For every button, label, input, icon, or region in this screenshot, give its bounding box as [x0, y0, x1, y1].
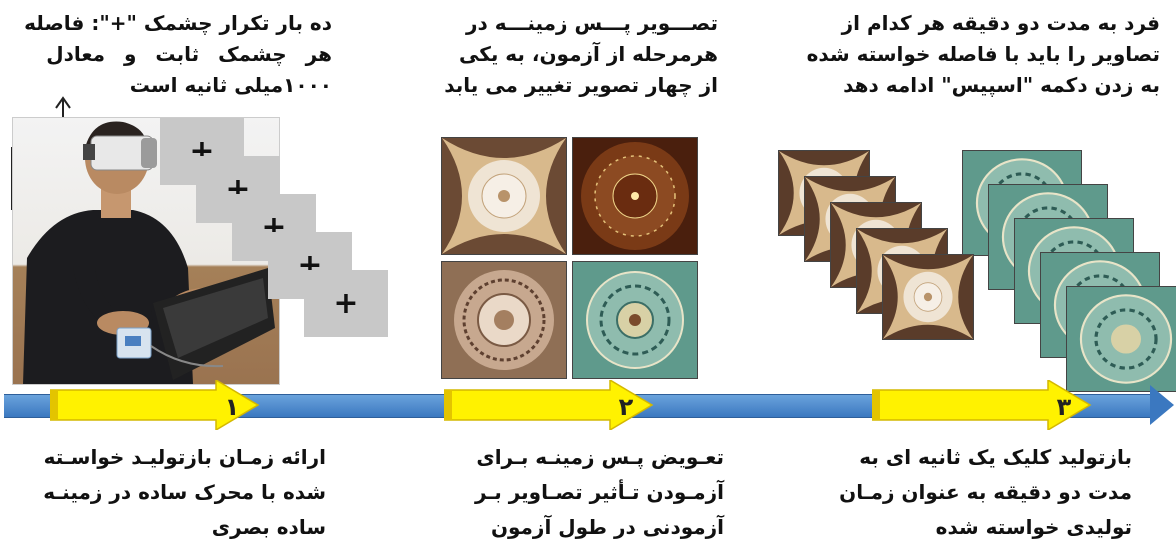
background-image-dome-brown: [572, 137, 698, 255]
text-line: هرمرحله از آزمون، به یکی: [458, 42, 718, 66]
text-line: تصاویر را باید با فاصله خواسته شده: [806, 42, 1160, 66]
text-line: بازتولید کلیک یک ثانیه ای به: [859, 445, 1132, 469]
plus-symbol: +: [333, 286, 359, 321]
text-line: ارائه زمـان بازتولیـد خواسـته: [43, 445, 326, 469]
timeline-arrowhead-icon: [1150, 385, 1174, 425]
text-line: تصـــویر پـــس زمینـــه در: [465, 11, 718, 35]
stimulus-card: +: [304, 270, 388, 337]
text-line: تولیدی خواسته شده: [935, 515, 1132, 539]
text-line: مدت دو دقیقه به عنوان زمـان: [839, 480, 1132, 504]
text-line: از چهار تصویر تغییر می یابد: [444, 73, 718, 97]
top-text-right: فرد به مدت دو دقیقه هر کدام از تصاویر را…: [776, 8, 1160, 101]
stage-1-number: ۱: [224, 393, 240, 421]
stage-3-number: ۳: [1056, 393, 1072, 421]
text-line: تعـویض پـس زمینـه بـرای: [476, 445, 724, 469]
background-image-dome-ornate: [441, 261, 567, 379]
bottom-text-right: بازتولید کلیک یک ثانیه ای به مدت دو دقیق…: [806, 440, 1132, 545]
teal-dome-image: [1066, 286, 1176, 392]
stage-1-arrow-icon: [50, 380, 260, 430]
top-text-middle: تصـــویر پـــس زمینـــه در هرمرحله از آز…: [426, 8, 718, 101]
background-image-dome-teal: [572, 261, 698, 379]
text-line: ساده بصری: [211, 515, 326, 539]
stage-2-arrow-icon: [444, 380, 654, 430]
text-line: فرد به مدت دو دقیقه هر کدام از: [841, 11, 1160, 35]
warm-dome-image: [882, 254, 974, 340]
background-image-dome-warm: [441, 137, 567, 255]
text-line: به زدن دکمه "اسپیس" ادامه دهد: [843, 73, 1160, 97]
text-line: ۱۰۰۰میلی ثانیه است: [129, 73, 332, 97]
text-line: آزمودنی در طول آزمون: [490, 515, 724, 539]
bottom-text-middle: تعـویض پـس زمینـه بـرای آزمـودن تـأثیر ت…: [440, 440, 724, 545]
text-line: هر چشمک ثابت و معادل: [46, 42, 332, 66]
text-line: ده بار تکرار چشمک "+": فاصله: [24, 11, 332, 35]
bottom-text-left: ارائه زمـان بازتولیـد خواسـته شده با محر…: [6, 440, 326, 545]
text-line: آزمـودن تـأثیر تصـاویر بـر: [474, 480, 724, 504]
stage-3-arrow-icon: [872, 380, 1092, 430]
top-text-left: ده بار تکرار چشمک "+": فاصله هر چشمک ثاب…: [14, 8, 332, 101]
stage-2-number: ۲: [618, 393, 634, 421]
text-line: شده با محرک ساده در زمینـه: [43, 480, 326, 504]
